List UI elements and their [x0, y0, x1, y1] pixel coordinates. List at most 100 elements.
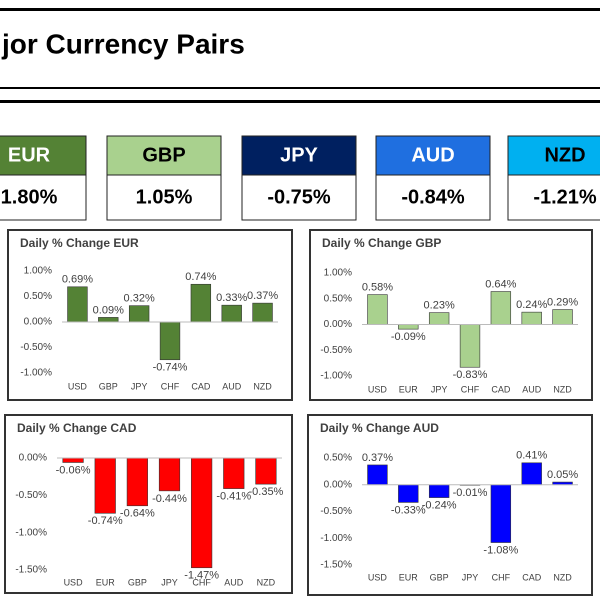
x-tick-label: JPY	[131, 381, 148, 391]
y-tick-label: -1.00%	[20, 368, 52, 379]
x-tick-label: NZD	[553, 384, 572, 394]
y-tick-label: 0.50%	[24, 291, 52, 302]
chart-frame	[307, 414, 593, 596]
value-label: -0.41%	[216, 491, 251, 503]
value-label: 0.37%	[247, 290, 278, 302]
title-rule	[0, 87, 600, 89]
chart-title: Daily % Change GBP	[322, 236, 441, 250]
bar	[191, 457, 213, 569]
value-label: 0.74%	[185, 271, 216, 283]
value-label: -0.44%	[152, 493, 187, 505]
bar	[428, 484, 450, 498]
x-tick-label: CHF	[192, 577, 211, 587]
chart-title: Daily % Change AUD	[320, 421, 439, 435]
y-tick-label: -1.50%	[15, 565, 47, 576]
x-tick-label: CAD	[522, 572, 542, 582]
x-tick-label: EUR	[96, 577, 116, 587]
y-tick-label: -0.50%	[20, 342, 52, 353]
tile-value: -0.75%	[267, 186, 331, 208]
x-tick-label: USD	[68, 381, 88, 391]
tile-name: EUR	[8, 144, 51, 166]
value-label: -0.74%	[88, 515, 123, 527]
bottom-rule	[0, 100, 600, 103]
bar	[221, 304, 242, 323]
bar	[223, 457, 245, 489]
value-label: -0.35%	[248, 486, 283, 498]
x-tick-label: USD	[64, 577, 84, 587]
tile-value: -1.21%	[533, 186, 597, 208]
tile-name: AUD	[411, 144, 454, 166]
bar	[490, 291, 512, 325]
bar	[490, 484, 512, 543]
x-tick-label: EUR	[399, 384, 419, 394]
chart-frame	[309, 229, 593, 401]
bar	[190, 283, 212, 323]
x-tick-label: JPY	[462, 572, 479, 582]
bar	[255, 457, 277, 485]
value-label: -1.08%	[483, 544, 518, 556]
x-tick-label: GBP	[430, 572, 449, 582]
x-tick-label: CHF	[161, 381, 180, 391]
tile-name: NZD	[544, 144, 585, 166]
y-tick-label: -1.50%	[320, 560, 352, 571]
bar	[159, 321, 181, 361]
tile-header	[106, 135, 222, 176]
tile-value: 1.80%	[1, 186, 58, 208]
y-tick-label: 1.00%	[24, 266, 52, 277]
value-label: 0.69%	[62, 274, 93, 286]
x-tick-label: USD	[368, 572, 388, 582]
tile-value-box	[0, 174, 87, 221]
bar	[158, 457, 181, 492]
value-label: 0.05%	[547, 469, 578, 481]
x-tick-label: NZD	[257, 577, 276, 587]
tile-header	[241, 135, 357, 176]
value-label: 0.58%	[362, 282, 393, 294]
tile-header	[375, 135, 491, 176]
y-tick-label: 0.00%	[324, 319, 352, 330]
tile-header	[0, 135, 87, 176]
y-tick-label: -0.50%	[320, 345, 352, 356]
value-label: -0.06%	[56, 464, 91, 476]
bar	[367, 464, 388, 486]
value-label: -0.64%	[120, 508, 155, 520]
chart-title: Daily % Change CAD	[17, 421, 137, 435]
value-label: 0.29%	[547, 296, 578, 308]
top-rule	[0, 8, 600, 11]
tile-value-box	[106, 174, 222, 221]
bar	[552, 309, 573, 325]
bar	[521, 311, 542, 325]
chart-frame	[4, 414, 293, 594]
bar	[94, 457, 116, 514]
y-tick-label: -0.50%	[15, 490, 47, 501]
x-tick-label: AUD	[222, 381, 242, 391]
page-title: jor Currency Pairs	[1, 28, 245, 59]
chart-title: Daily % Change EUR	[20, 236, 139, 250]
x-tick-label: AUD	[522, 384, 542, 394]
x-tick-label: AUD	[224, 577, 244, 587]
value-label: -1.47%	[184, 570, 219, 582]
value-label: 0.23%	[424, 300, 455, 312]
tile-name: JPY	[280, 144, 318, 166]
x-tick-label: CHF	[461, 384, 480, 394]
y-tick-label: 0.00%	[324, 479, 352, 490]
chart-frame	[7, 229, 293, 401]
x-tick-label: GBP	[99, 381, 118, 391]
tile-value-box	[241, 174, 357, 221]
x-tick-label: NZD	[253, 381, 272, 391]
x-tick-label: JPY	[431, 384, 448, 394]
x-tick-label: USD	[368, 384, 388, 394]
value-label: 0.33%	[216, 292, 247, 304]
tile-value: -0.84%	[401, 186, 465, 208]
y-tick-label: -1.00%	[320, 533, 352, 544]
value-label: 0.32%	[124, 293, 155, 305]
bar	[252, 302, 273, 323]
x-tick-label: EUR	[399, 572, 419, 582]
value-label: -0.01%	[453, 487, 488, 499]
x-tick-label: NZD	[553, 572, 572, 582]
bar	[62, 457, 84, 463]
y-tick-label: -1.00%	[320, 371, 352, 382]
bar	[126, 457, 148, 507]
value-label: 0.41%	[516, 450, 547, 462]
y-tick-label: 0.50%	[324, 453, 352, 464]
